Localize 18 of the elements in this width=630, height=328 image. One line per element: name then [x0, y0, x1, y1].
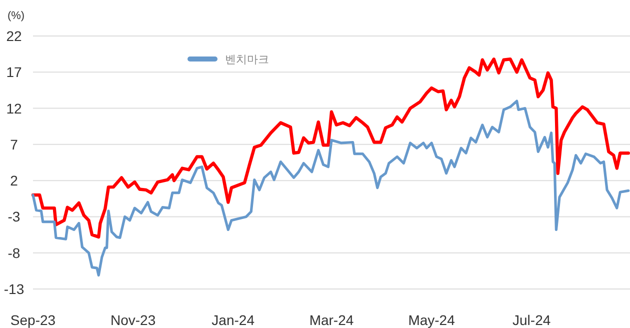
y-tick-label: 22: [6, 28, 22, 44]
legend-label: 벤치마크: [225, 54, 269, 66]
x-tick-label: May-24: [408, 312, 456, 328]
y-axis-title: (%): [7, 10, 25, 22]
y-tick-label: -8: [8, 244, 20, 261]
y-tick-label: 7: [10, 136, 18, 152]
y-tick-label: -13: [4, 281, 24, 297]
x-tick-label: Sep-23: [10, 312, 56, 328]
y-tick-label: 2: [10, 172, 18, 189]
x-tick-label: Jan-24: [212, 312, 255, 328]
y-tick-label: 17: [6, 64, 22, 80]
x-tick-label: Jul-24: [512, 312, 551, 328]
legend: 벤치마크: [188, 54, 269, 66]
x-tick-label: Nov-23: [110, 312, 156, 328]
y-tick-label: -3: [8, 208, 20, 225]
line-series: [32, 100, 630, 277]
y-tick-label: 12: [6, 100, 22, 116]
x-tick-label: Mar-24: [309, 312, 354, 328]
